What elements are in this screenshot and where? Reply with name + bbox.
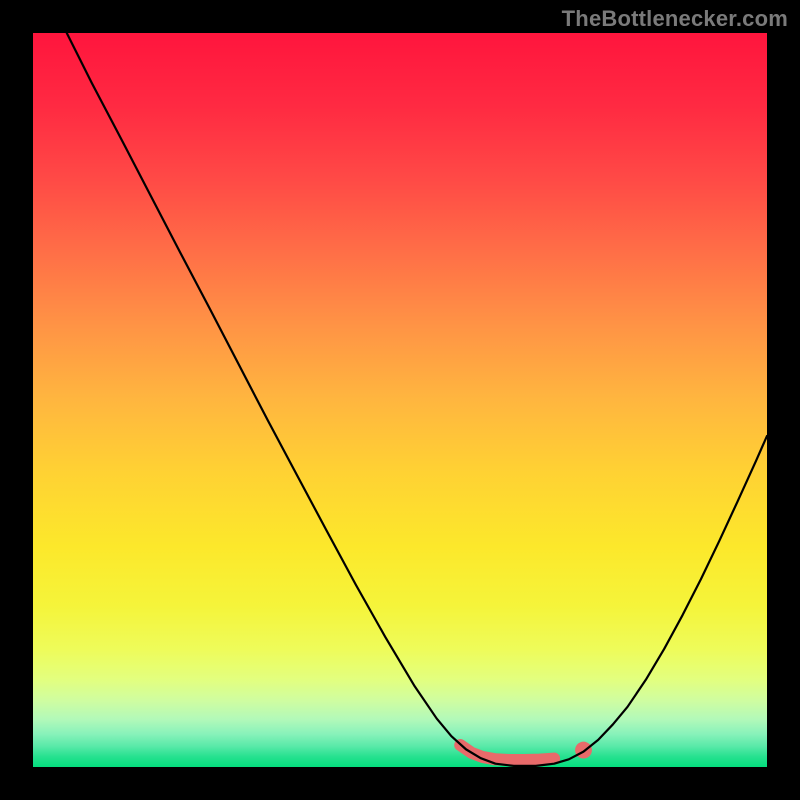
highlight-dot — [575, 742, 592, 759]
chart-container: TheBottlenecker.com — [0, 0, 800, 800]
plot-background — [33, 33, 767, 767]
watermark-text: TheBottlenecker.com — [562, 6, 788, 32]
bottleneck-chart — [0, 0, 800, 800]
